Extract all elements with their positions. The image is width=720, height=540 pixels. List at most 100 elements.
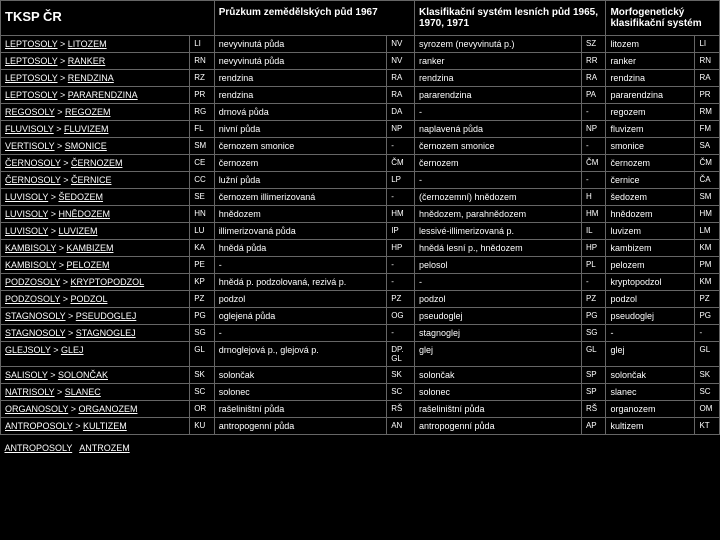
type-link[interactable]: ČERNICE bbox=[71, 175, 112, 185]
group-link[interactable]: FLUVISOLY bbox=[5, 124, 54, 134]
type-link[interactable]: GLEJ bbox=[61, 345, 84, 355]
table-row: REGOSOLY > REGOZEMRGdrnová půdaDA--regoz… bbox=[1, 104, 720, 121]
type-link[interactable]: RENDZINA bbox=[68, 73, 114, 83]
code-3: NP bbox=[581, 121, 606, 138]
table-row: LEPTOSOLY > PARARENDZINAPRrendzinaRApara… bbox=[1, 87, 720, 104]
group-link[interactable]: LEPTOSOLY bbox=[5, 56, 58, 66]
code-2: PZ bbox=[387, 291, 415, 308]
table-row: LUVISOLY > HNĚDOZEMHNhnědozemHMhnědozem,… bbox=[1, 206, 720, 223]
code-4: - bbox=[695, 325, 720, 342]
klasif-cell: stagnoglej bbox=[415, 325, 582, 342]
code-4: FM bbox=[695, 121, 720, 138]
group-link[interactable]: STAGNOSOLY bbox=[5, 311, 66, 321]
type-link[interactable]: RANKER bbox=[68, 56, 106, 66]
code-2: DP. GL bbox=[387, 342, 415, 367]
table-row: LEPTOSOLY > RANKERRNnevyvinutá půdaNVran… bbox=[1, 53, 720, 70]
group-link[interactable]: LEPTOSOLY bbox=[5, 73, 58, 83]
type-link[interactable]: SOLONČAK bbox=[58, 370, 108, 380]
code-3: IL bbox=[581, 223, 606, 240]
code-3: ČM bbox=[581, 155, 606, 172]
morfo-cell: kryptopodzol bbox=[606, 274, 695, 291]
group-link[interactable]: LEPTOSOLY bbox=[5, 90, 58, 100]
morfo-cell: smonice bbox=[606, 138, 695, 155]
pruzkum-cell: černozem bbox=[214, 155, 387, 172]
code-3: RŠ bbox=[581, 401, 606, 418]
code-3: - bbox=[581, 138, 606, 155]
code-2: DA bbox=[387, 104, 415, 121]
morfo-cell: organozem bbox=[606, 401, 695, 418]
taxonomy-cell: REGOSOLY > REGOZEM bbox=[1, 104, 190, 121]
type-link[interactable]: KULTIZEM bbox=[83, 421, 127, 431]
code-2: AN bbox=[387, 418, 415, 435]
code-2: RA bbox=[387, 87, 415, 104]
morfo-cell: glej bbox=[606, 342, 695, 367]
group-link[interactable]: KAMBISOLY bbox=[5, 243, 56, 253]
code-4: SA bbox=[695, 138, 720, 155]
group-link[interactable]: ANTROPOSOLY bbox=[5, 443, 73, 453]
table-row: PODZOSOLY > KRYPTOPODZOLKPhnědá p. podzo… bbox=[1, 274, 720, 291]
klasif-cell: (černozemní) hnědozem bbox=[415, 189, 582, 206]
group-link[interactable]: ANTROPOSOLY bbox=[5, 421, 73, 431]
code-2: NV bbox=[387, 36, 415, 53]
code-4: OM bbox=[695, 401, 720, 418]
code-1: OR bbox=[190, 401, 215, 418]
table-row: LUVISOLY > ŠEDOZEMSEčernozem illimerizov… bbox=[1, 189, 720, 206]
type-link[interactable]: SMONICE bbox=[65, 141, 107, 151]
morfo-cell: hnědozem bbox=[606, 206, 695, 223]
group-link[interactable]: LUVISOLY bbox=[5, 226, 48, 236]
type-link[interactable]: LUVIZEM bbox=[58, 226, 97, 236]
type-link[interactable]: KAMBIZEM bbox=[66, 243, 113, 253]
code-1: LU bbox=[190, 223, 215, 240]
type-link[interactable]: REGOZEM bbox=[65, 107, 111, 117]
morfo-cell: rendzina bbox=[606, 70, 695, 87]
group-link[interactable]: PODZOSOLY bbox=[5, 277, 60, 287]
code-3: - bbox=[581, 104, 606, 121]
pruzkum-cell: hnědozem bbox=[214, 206, 387, 223]
code-1: SE bbox=[190, 189, 215, 206]
group-link[interactable]: STAGNOSOLY bbox=[5, 328, 66, 338]
type-link[interactable]: PARARENDZINA bbox=[68, 90, 138, 100]
code-1: KP bbox=[190, 274, 215, 291]
type-link[interactable]: HNĚDOZEM bbox=[58, 209, 110, 219]
klasif-cell: černozem bbox=[415, 155, 582, 172]
type-link[interactable]: KRYPTOPODZOL bbox=[70, 277, 144, 287]
type-link[interactable]: LITOZEM bbox=[68, 39, 107, 49]
table-row: PODZOSOLY > PODZOLPZpodzolPZpodzolPZpodz… bbox=[1, 291, 720, 308]
group-link[interactable]: LUVISOLY bbox=[5, 192, 48, 202]
code-4: PZ bbox=[695, 291, 720, 308]
taxonomy-cell: LEPTOSOLY > RENDZINA bbox=[1, 70, 190, 87]
code-1: SK bbox=[190, 367, 215, 384]
group-link[interactable]: KAMBISOLY bbox=[5, 260, 56, 270]
group-link[interactable]: NATRISOLY bbox=[5, 387, 55, 397]
type-link[interactable]: STAGNOGLEJ bbox=[76, 328, 136, 338]
code-2: - bbox=[387, 189, 415, 206]
type-link[interactable]: PELOZEM bbox=[66, 260, 109, 270]
type-link[interactable]: ČERNOZEM bbox=[71, 158, 123, 168]
group-link[interactable]: ORGANOSOLY bbox=[5, 404, 68, 414]
pruzkum-cell: nivní půda bbox=[214, 121, 387, 138]
group-link[interactable]: ČERNOSOLY bbox=[5, 175, 61, 185]
header-morfo: Morfogenetický klasifikační systém bbox=[606, 1, 720, 36]
pruzkum-cell: rendzina bbox=[214, 87, 387, 104]
group-link[interactable]: LEPTOSOLY bbox=[5, 39, 58, 49]
morfo-cell: litozem bbox=[606, 36, 695, 53]
group-link[interactable]: ČERNOSOLY bbox=[5, 158, 61, 168]
group-link[interactable]: PODZOSOLY bbox=[5, 294, 60, 304]
type-link[interactable]: PODZOL bbox=[70, 294, 107, 304]
group-link[interactable]: REGOSOLY bbox=[5, 107, 55, 117]
type-link[interactable]: PSEUDOGLEJ bbox=[76, 311, 137, 321]
header-pruzkum: Průzkum zemědělských půd 1967 bbox=[214, 1, 414, 36]
group-link[interactable]: SALISOLY bbox=[5, 370, 48, 380]
code-2: NP bbox=[387, 121, 415, 138]
type-link[interactable]: FLUVIZEM bbox=[64, 124, 109, 134]
pruzkum-cell: drnová půda bbox=[214, 104, 387, 121]
type-link[interactable]: ORGANOZEM bbox=[78, 404, 137, 414]
type-link[interactable]: ŠEDOZEM bbox=[58, 192, 103, 202]
group-link[interactable]: VERTISOLY bbox=[5, 141, 55, 151]
group-link[interactable]: LUVISOLY bbox=[5, 209, 48, 219]
group-link[interactable]: GLEJSOLY bbox=[5, 345, 51, 355]
type-link[interactable]: SLANEC bbox=[65, 387, 101, 397]
type-link[interactable]: ANTROZEM bbox=[79, 443, 130, 453]
klasif-cell: pelosol bbox=[415, 257, 582, 274]
table-row: STAGNOSOLY > PSEUDOGLEJPGoglejená půdaOG… bbox=[1, 308, 720, 325]
